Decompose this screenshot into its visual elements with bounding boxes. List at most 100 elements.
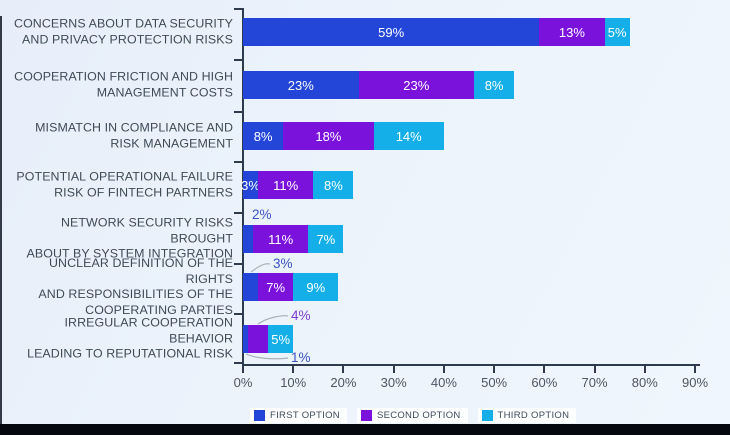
x-axis-tick [292,366,295,373]
y-axis-tick [234,362,242,364]
callout-line [245,353,289,360]
category-label-line: AND RESPONSIBILITIES OF THE [38,287,233,301]
bar-segment-first-option: 23% [243,71,359,99]
x-tick-label: 70% [581,375,608,390]
y-axis-tick [234,263,242,265]
bar-value-label: 13% [558,24,585,40]
bar-segment-second-option: 11% [253,225,309,253]
category-label: POTENTIAL OPERATIONAL FAILURE RISK OF FIN… [2,169,233,200]
callout-value-label: 1% [291,350,311,365]
bar-value-label: 3% [241,177,260,193]
bar-segment-first-option [243,325,249,353]
x-axis-tick [694,366,696,373]
x-tick-label: 50% [481,375,508,390]
bar-segment-second-option: 11% [258,171,314,199]
x-axis-tick [593,366,596,373]
category-label: CONCERNS ABOUT DATA SECURITY AND PRIVACY … [2,16,233,47]
x-axis-tick [342,366,345,373]
category-label-line: CONCERNS ABOUT DATA SECURITY [14,16,233,31]
bar-segment-second-option: 18% [283,122,374,150]
legend: FIRST OPTION SECOND OPTION THIRD OPTION [250,408,577,423]
legend-label: SECOND OPTION [376,410,461,421]
x-tick-label: 10% [280,375,307,390]
legend-swatch [481,410,493,421]
bar-segment-third-option: 8% [313,171,354,199]
bar-value-label: 23% [287,77,314,93]
bar-segment-second-option: 23% [358,71,474,99]
x-axis-tick [442,366,445,373]
callout-value-label: 3% [273,256,293,271]
bar-segment-third-option: 9% [293,273,339,301]
bar-segment-third-option: 5% [604,18,630,46]
callout-line [257,315,289,325]
category-label-line: RISK MANAGEMENT [110,136,233,150]
bar-segment-third-option: 8% [474,71,515,99]
category-label-line: COOPERATING PARTIES [85,302,233,317]
bar-segment-third-option: 7% [308,225,344,253]
y-axis-tick [234,161,242,163]
x-tick-label: 90% [681,375,709,390]
bar-value-label: 8% [484,77,504,93]
bar-value-label: 59% [378,24,405,40]
category-label-line: IRREGULAR COOPERATION BEHAVIOR [64,315,233,346]
category-label-line: UNCLEAR DEFINITION OF THE RIGHTS [48,255,233,286]
category-label-line: RISK OF FINTECH PARTNERS [54,185,233,199]
bar-segment-first-option [243,225,254,253]
x-axis-tick [543,366,546,373]
category-label-line: LEADING TO REPUTATIONAL RISK [27,346,233,361]
category-label-line: COOPERATION FRICTION AND HIGH [14,69,233,84]
bar-value-label: 8% [323,177,343,193]
legend-swatch [360,410,372,421]
bar-segment-first-option [243,273,259,301]
bar-value-label: 8% [253,128,273,144]
x-tick-label: 60% [531,375,558,390]
category-label-line: POTENTIAL OPERATIONAL FAILURE [16,169,233,184]
category-label: NETWORK SECURITY RISKS BROUGHT ABOUT BY S… [2,216,233,263]
legend-label: THIRD OPTION [497,410,570,421]
category-label: MISMATCH IN COMPLIANCE AND RISK MANAGEMEN… [2,120,233,151]
legend-item: THIRD OPTION [477,408,577,423]
bar-segment-third-option: 5% [268,325,294,353]
bar-segment-first-option: 8% [243,122,284,150]
bar-value-label: 7% [316,231,336,247]
bar-value-label: 11% [268,231,294,247]
y-axis-tick [234,313,242,315]
x-tick-label: 20% [330,375,357,390]
x-tick-label: 30% [380,375,407,390]
bar-segment-second-option: 13% [539,18,605,46]
y-axis-tick [234,111,242,113]
bar-value-label: 9% [306,279,326,295]
category-label-line: ABOUT BY SYSTEM INTEGRATION [26,246,233,261]
category-label-line: NETWORK SECURITY RISKS BROUGHT [60,215,233,246]
x-axis-tick [392,366,395,373]
bar-segment-first-option: 59% [243,18,540,46]
x-axis-tick [493,366,496,373]
bar-segment-second-option: 7% [258,273,294,301]
x-axis-tick [643,366,646,373]
legend-item: FIRST OPTION [250,408,347,423]
bar-segment-second-option [248,325,269,353]
bar-segment-third-option: 14% [373,122,444,150]
bar-segment-first-option: 3% [241,171,260,199]
category-label: COOPERATION FRICTION AND HIGH MANAGEMENT … [2,69,233,100]
callout-value-label: 4% [291,308,311,323]
bar-value-label: 18% [315,128,342,144]
bar-value-label: 11% [273,177,299,193]
legend-item: SECOND OPTION [356,408,468,423]
y-axis-tick [234,59,242,61]
x-tick-label: 40% [430,375,457,390]
window-bottom-edge [0,424,730,435]
bar-value-label: 5% [607,24,627,40]
category-label-line: AND PRIVACY PROTECTION RISKS [22,32,233,46]
callout-value-label: 2% [252,207,272,222]
x-axis-tick [242,366,244,373]
x-tick-label: 80% [631,375,658,390]
bar-value-label: 5% [271,331,291,347]
y-axis-tick [234,8,242,10]
window-left-edge [0,16,2,424]
bar-value-label: 14% [395,128,422,144]
bar-value-label: 7% [266,279,286,295]
category-label: IRREGULAR COOPERATION BEHAVIOR LEADING TO… [2,316,233,363]
category-label-line: MISMATCH IN COMPLIANCE AND [35,120,233,135]
